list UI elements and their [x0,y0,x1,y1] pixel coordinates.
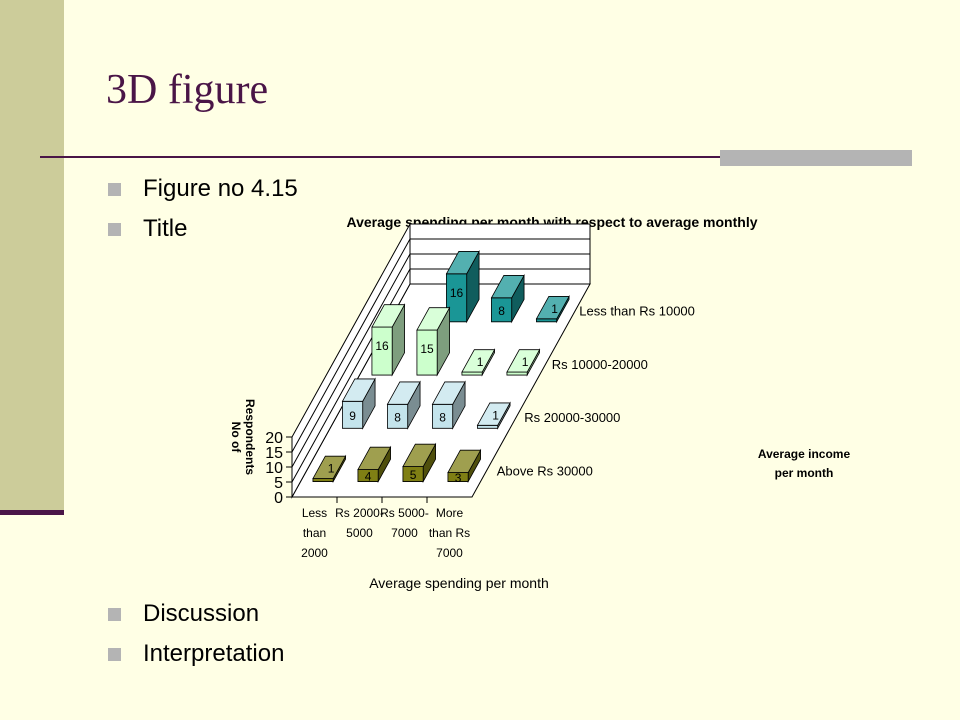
bar-front [477,424,499,429]
data-label: 4 [365,470,372,484]
bar [506,348,541,377]
data-label: 5 [410,468,417,482]
bar-front [536,318,558,323]
bar [431,380,466,430]
bullet-interpretation: Interpretation [108,640,284,668]
y-tick-label: 15 [265,445,283,462]
bar [402,442,437,484]
bar-top [461,349,496,373]
data-label: 1 [551,302,558,316]
bar-top [445,251,480,275]
series-1 [371,303,541,377]
bar-top [506,349,541,373]
series-2 [341,377,511,430]
gridline [291,238,590,453]
bar [371,303,406,377]
title-accent-bar [720,150,912,166]
side-rule [0,510,64,515]
slide-title: 3D figure [106,67,269,113]
bar-top [371,304,406,328]
series-3 [312,442,482,484]
bar-top [535,296,570,320]
x-category-label: Rs 2000- [335,506,384,520]
data-label: 1 [492,408,499,422]
data-label: 8 [498,304,505,318]
bar-front [506,371,528,376]
data-label: 1 [328,462,335,476]
y-axis-title: No of [229,422,243,454]
bar-top [341,378,376,402]
bar [416,306,451,377]
bar [447,448,482,484]
data-label: 8 [394,410,401,424]
data-label: 16 [375,339,389,353]
bar-top [416,307,451,331]
data-label: 3 [455,471,462,485]
series-0 [445,249,570,324]
bar-front [312,478,334,482]
bar [461,348,496,377]
bar [490,273,525,324]
y-tick-label: 20 [265,430,283,447]
x-category-label: More [436,506,464,520]
bar [445,249,480,324]
bar-top [447,449,482,473]
bar-front [461,371,483,376]
x-category-label: 2000 [301,546,328,560]
bar-top [490,275,525,299]
bar [386,380,421,430]
bullet-figure-no: Figure no 4.15 [108,175,298,203]
bullet-discussion: Discussion [108,600,259,628]
bar-top [386,381,421,405]
x-category-label: 7000 [391,526,418,540]
bar-top [312,455,347,479]
bar [535,294,570,324]
series-label: Less than Rs 10000 [579,304,695,319]
data-label: 9 [349,409,356,423]
y-tick-label: 10 [265,460,283,477]
gridline [291,268,590,483]
x-category-label: than Rs [429,526,470,540]
z-axis-title: Average income [758,447,851,461]
x-category-label: 5000 [346,526,373,540]
y-tick-label: 0 [274,490,283,507]
bar [341,377,376,430]
bar [312,454,347,484]
data-label: 8 [439,410,446,424]
series-label: Above Rs 30000 [497,463,593,478]
x-category-label: 7000 [436,546,463,560]
z-axis-title: per month [775,466,834,480]
data-label: 15 [420,342,434,356]
bar-top [431,381,466,405]
bar-top [476,402,511,426]
x-category-label: Less [302,506,327,520]
y-axis-title: Respondents [243,399,257,475]
data-label: 1 [477,355,484,369]
y-tick-label: 5 [274,475,283,492]
side-band [0,0,64,513]
data-label: 16 [450,286,464,300]
gridline [291,253,590,468]
x-category-label: than [303,526,326,540]
x-category-label: Rs 5000- [380,506,429,520]
x-axis-title: Average spending per month [369,575,549,591]
data-label: 1 [522,355,529,369]
series-label: Rs 10000-20000 [552,357,648,372]
bar-top [357,446,392,470]
bullet-title: Title [108,215,187,243]
bar [357,445,392,484]
series-label: Rs 20000-30000 [524,410,620,425]
bar [476,401,511,430]
bar-top [402,443,437,467]
title-rule [40,156,912,158]
